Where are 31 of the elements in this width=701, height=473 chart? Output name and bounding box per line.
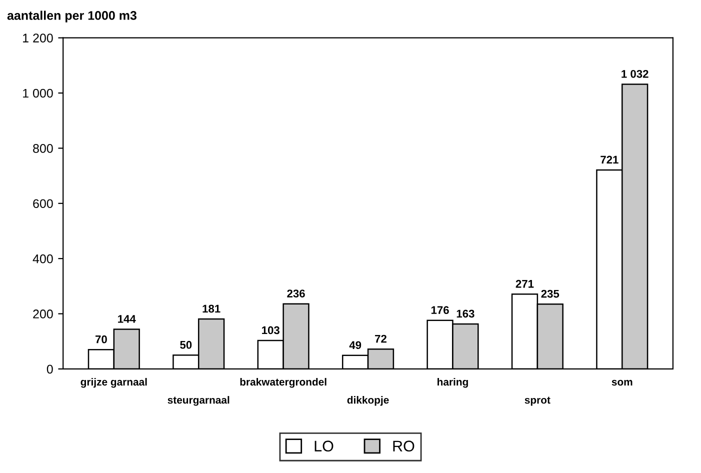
y-tick-label: 600 xyxy=(33,199,53,208)
data-label: 176 xyxy=(431,306,449,314)
x-tick-label: haring xyxy=(438,378,468,388)
data-label: 163 xyxy=(456,310,474,318)
y-tick-label: 1 200 xyxy=(23,34,53,42)
legend-label: RO xyxy=(393,440,414,452)
data-label: 72 xyxy=(375,334,386,343)
data-label: 721 xyxy=(600,156,618,164)
x-tick-label: dikkopje xyxy=(347,396,389,406)
data-label: 1 032 xyxy=(622,70,648,78)
data-label: 49 xyxy=(349,341,362,350)
x-tick-label: som xyxy=(612,380,632,386)
data-label: 181 xyxy=(202,304,220,313)
x-tick-label: steurgarnaal xyxy=(168,396,230,406)
data-label: 271 xyxy=(516,280,534,288)
x-tick-label: brakwatergrondel xyxy=(240,378,326,388)
data-label: 70 xyxy=(96,335,107,344)
y-tick-label: 800 xyxy=(33,144,53,153)
y-tick-label: 400 xyxy=(32,254,53,264)
legend-label: LO xyxy=(314,440,334,452)
data-label: 236 xyxy=(287,290,305,298)
data-label: 235 xyxy=(541,290,560,298)
y-axis-title: aantallen per 1000 m3 xyxy=(7,10,136,22)
data-label: 50 xyxy=(180,340,192,349)
y-tick-label: 1 000 xyxy=(23,88,53,98)
y-tick-label: 0 xyxy=(46,364,53,374)
y-tick-label: 200 xyxy=(33,310,53,318)
data-label: 144 xyxy=(118,315,136,323)
data-label: 103 xyxy=(262,326,280,334)
x-tick-label: sprot xyxy=(524,396,550,406)
x-tick-label: grijze garnaal xyxy=(80,378,147,388)
